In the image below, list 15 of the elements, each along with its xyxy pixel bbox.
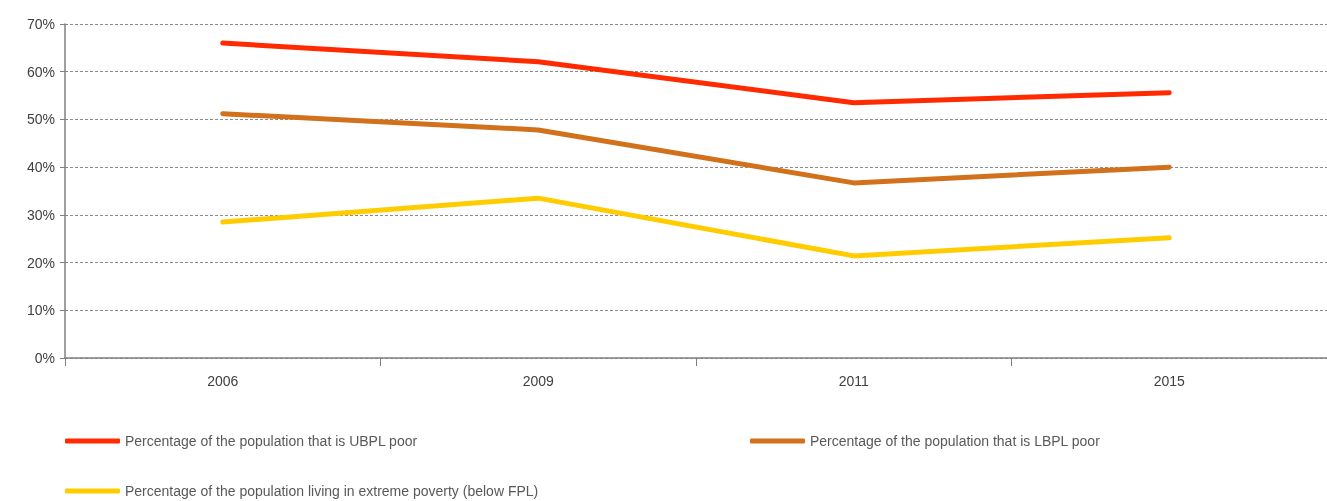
legend-label: Percentage of the population living in extreme poverty (below FPL) [125,483,539,499]
y-tick-label: 50% [26,111,55,128]
x-tick-label: 2015 [1153,373,1186,389]
y-tick-label: 20% [26,254,55,271]
y-tick-label: 40% [26,159,55,176]
y-tick-label: 0% [34,350,55,366]
y-tick-label: 30% [26,206,55,223]
y-tick-label: 70% [26,16,55,32]
y-tick-label: 10% [26,302,55,319]
legend-label: Percentage of the population that is UBPL poor [125,433,418,449]
x-tick-label: 2011 [838,373,870,389]
y-tick-label: 60% [26,63,55,80]
legend-label: Percentage of the population that is LBPL poor [810,433,1101,449]
x-tick-label: 2009 [522,373,555,389]
x-tick-label: 2006 [207,373,239,389]
